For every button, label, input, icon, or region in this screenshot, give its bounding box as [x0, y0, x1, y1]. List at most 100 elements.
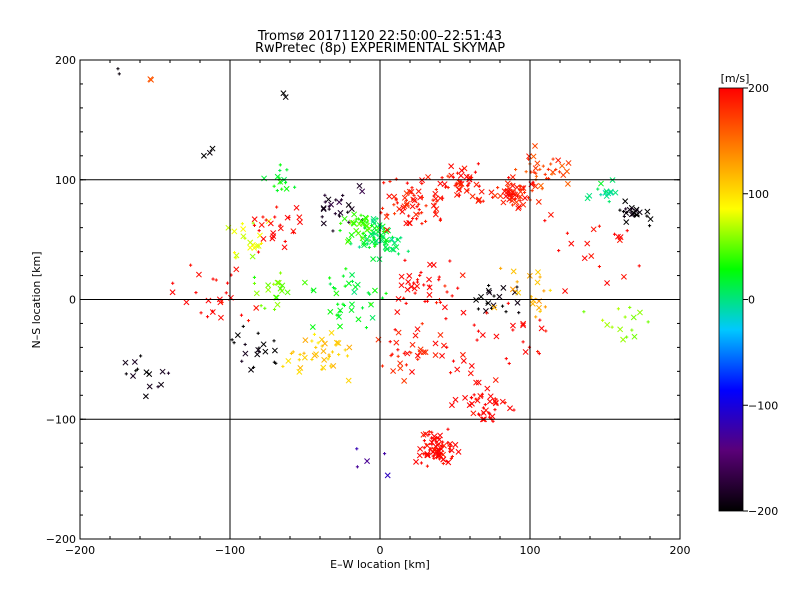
- scatter-point: [484, 385, 491, 392]
- scatter-point: [486, 289, 493, 296]
- scatter-point: [424, 452, 431, 459]
- scatter-point: [383, 213, 390, 220]
- scatter-point: [485, 311, 489, 315]
- scatter-point: [481, 199, 485, 203]
- scatter-point: [447, 447, 452, 451]
- scatter-point: [240, 222, 244, 226]
- scatter-point: [339, 221, 343, 226]
- scatter-point: [448, 444, 452, 449]
- scatter-point: [612, 232, 617, 236]
- scatter-point: [568, 240, 575, 247]
- scatter-point: [509, 286, 516, 293]
- scatter-point: [543, 305, 547, 309]
- scatter-point: [616, 237, 623, 244]
- scatter-point: [604, 321, 611, 328]
- scatter-point: [388, 239, 392, 243]
- scatter-point: [476, 196, 483, 203]
- scatter-point: [280, 187, 284, 191]
- y-axis: −200 −100 0 100 200: [46, 54, 680, 546]
- scatter-point: [444, 317, 448, 321]
- scatter-point: [404, 198, 408, 203]
- scatter-point: [278, 271, 283, 275]
- scatter-point: [550, 172, 554, 176]
- scatter-point: [441, 461, 445, 466]
- scatter-point: [476, 329, 481, 333]
- scatter-point: [390, 352, 394, 356]
- scatter-point: [459, 180, 463, 184]
- scatter-point: [360, 306, 365, 310]
- scatter-point: [411, 216, 415, 221]
- scatter-point: [395, 296, 402, 302]
- scatter-point: [446, 427, 450, 431]
- scatter-point: [217, 299, 224, 306]
- scatter-point: [365, 242, 370, 246]
- scatter-point: [348, 307, 355, 314]
- scatter-point: [275, 279, 282, 286]
- scatter-point: [514, 299, 521, 306]
- scatter-point: [427, 430, 431, 434]
- scatter-point: [397, 365, 404, 372]
- scatter-point: [506, 184, 510, 188]
- scatter-point: [260, 235, 267, 242]
- scatter-point: [284, 289, 291, 296]
- scatter-point: [515, 203, 522, 210]
- scatter-point: [537, 182, 544, 189]
- scatter-point: [343, 348, 347, 352]
- scatter-point: [328, 282, 332, 286]
- scatter-point: [414, 217, 419, 221]
- scatter-point: [504, 357, 508, 361]
- scatter-point: [420, 181, 424, 186]
- scatter-point: [596, 187, 600, 191]
- scatter-point: [147, 76, 154, 83]
- scatter-point: [483, 403, 487, 407]
- scatter-point: [368, 292, 372, 296]
- scatter-point: [346, 344, 353, 351]
- scatter-point: [406, 188, 413, 195]
- scatter-point: [492, 192, 499, 199]
- scatter-point: [534, 174, 539, 178]
- scatter-point: [241, 324, 245, 329]
- scatter-point: [466, 183, 470, 187]
- scatter-point: [278, 223, 282, 227]
- scatter-point: [253, 290, 260, 297]
- scatter-point: [538, 318, 542, 322]
- scatter-point: [372, 237, 376, 241]
- scatter-point: [404, 350, 411, 357]
- scatter-point: [327, 308, 334, 315]
- scatter-point: [624, 207, 628, 211]
- scatter-point: [530, 153, 537, 160]
- y-tick-label: 0: [69, 294, 76, 307]
- scatter-point: [373, 232, 377, 236]
- scatter-point: [518, 184, 522, 188]
- scatter-point: [253, 243, 260, 249]
- scatter-point: [616, 307, 621, 311]
- scatter-point: [414, 283, 421, 290]
- scatter-point: [433, 206, 440, 212]
- scatter-point: [409, 368, 415, 375]
- scatter-point: [446, 185, 450, 190]
- scatter-point: [497, 193, 504, 200]
- scatter-point: [195, 271, 202, 278]
- scatter-point: [647, 216, 654, 223]
- scatter-point: [383, 228, 390, 235]
- scatter-point: [441, 196, 445, 200]
- scatter-point: [439, 352, 446, 359]
- scatter-point: [399, 208, 406, 215]
- colorbar-tick-label: 200: [748, 82, 769, 95]
- scatter-point: [217, 314, 224, 321]
- scatter-point: [470, 410, 477, 417]
- x-tick-label: −100: [215, 544, 245, 557]
- scatter-point: [131, 359, 138, 365]
- scatter-point: [355, 447, 359, 451]
- scatter-point: [455, 448, 462, 455]
- scatter-point: [546, 167, 550, 171]
- scatter-point: [473, 379, 480, 386]
- scatter-point: [509, 197, 516, 204]
- scatter-point: [478, 293, 485, 300]
- scatter-point: [336, 199, 343, 206]
- scatter-point: [433, 210, 437, 214]
- scatter-point: [382, 181, 386, 185]
- scatter-point: [278, 163, 282, 167]
- scatter-point: [430, 449, 436, 456]
- scatter-point: [345, 237, 352, 244]
